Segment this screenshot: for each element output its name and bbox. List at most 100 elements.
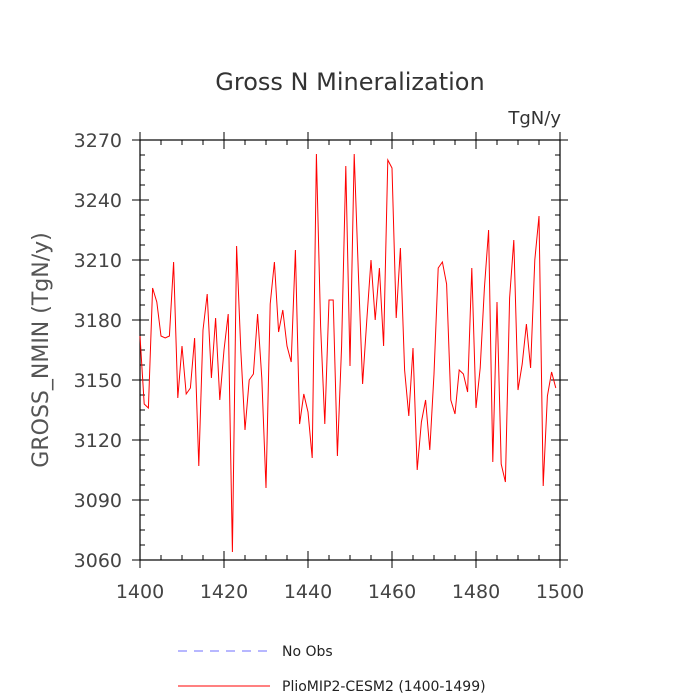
data-point bbox=[379, 267, 380, 268]
data-point bbox=[173, 261, 174, 262]
x-tick-label: 1500 bbox=[536, 581, 584, 603]
data-point bbox=[475, 407, 476, 408]
x-tick-label: 1460 bbox=[368, 581, 416, 603]
y-tick-label: 3090 bbox=[74, 490, 122, 512]
data-point bbox=[522, 363, 523, 364]
data-point bbox=[454, 413, 455, 414]
data-point bbox=[257, 313, 258, 314]
data-point bbox=[144, 403, 145, 404]
data-point bbox=[219, 399, 220, 400]
data-point bbox=[333, 299, 334, 300]
data-point bbox=[341, 345, 342, 346]
data-point bbox=[438, 267, 439, 268]
data-point bbox=[463, 373, 464, 374]
data-point bbox=[320, 325, 321, 326]
data-point bbox=[530, 367, 531, 368]
y-tick-label: 3270 bbox=[74, 130, 122, 152]
data-point bbox=[538, 215, 539, 216]
data-point bbox=[534, 259, 535, 260]
data-point bbox=[299, 423, 300, 424]
data-point bbox=[517, 389, 518, 390]
data-point bbox=[265, 487, 266, 488]
data-point bbox=[194, 337, 195, 338]
data-point bbox=[240, 349, 241, 350]
data-point bbox=[467, 391, 468, 392]
data-point bbox=[207, 293, 208, 294]
data-point bbox=[181, 345, 182, 346]
data-point bbox=[425, 399, 426, 400]
data-point bbox=[186, 393, 187, 394]
data-point bbox=[505, 481, 506, 482]
data-point bbox=[526, 323, 527, 324]
x-axis-ticks: 1400 1420 1440 1460 1480 1500 bbox=[116, 132, 584, 603]
data-point bbox=[488, 229, 489, 230]
data-point bbox=[547, 395, 548, 396]
y-tick-label: 3210 bbox=[74, 250, 122, 272]
x-tick-label: 1440 bbox=[284, 581, 332, 603]
data-point bbox=[354, 153, 355, 154]
data-point bbox=[551, 371, 552, 372]
series-line bbox=[139, 153, 557, 553]
y-tick-label: 3060 bbox=[74, 550, 122, 572]
data-point bbox=[404, 369, 405, 370]
legend: No Obs PlioMIP2-CESM2 (1400-1499) bbox=[178, 644, 486, 695]
data-point bbox=[249, 379, 250, 380]
data-point bbox=[471, 267, 472, 268]
data-point bbox=[307, 411, 308, 412]
data-point bbox=[484, 287, 485, 288]
data-point bbox=[387, 159, 388, 160]
data-point bbox=[295, 249, 296, 250]
y-axis-ticks: 3060 3090 3120 3150 3180 3210 3240 3270 bbox=[74, 130, 568, 572]
data-point bbox=[450, 399, 451, 400]
data-point bbox=[148, 407, 149, 408]
data-point bbox=[169, 335, 170, 336]
data-point bbox=[316, 153, 317, 154]
x-tick-label: 1480 bbox=[452, 581, 500, 603]
data-point bbox=[366, 319, 367, 320]
data-point bbox=[417, 469, 418, 470]
data-point bbox=[202, 329, 203, 330]
data-point bbox=[433, 373, 434, 374]
data-point bbox=[328, 299, 329, 300]
data-point bbox=[509, 297, 510, 298]
data-point bbox=[312, 457, 313, 458]
data-point bbox=[383, 345, 384, 346]
data-point bbox=[152, 287, 153, 288]
data-point bbox=[261, 377, 262, 378]
data-point bbox=[442, 261, 443, 262]
legend-label-pliomip2-cesm2: PlioMIP2-CESM2 (1400-1499) bbox=[282, 679, 486, 695]
data-point bbox=[232, 551, 233, 552]
data-point bbox=[282, 309, 283, 310]
data-point bbox=[270, 303, 271, 304]
data-point bbox=[160, 335, 161, 336]
data-point bbox=[211, 377, 212, 378]
data-point bbox=[286, 345, 287, 346]
data-point bbox=[165, 337, 166, 338]
y-tick-label: 3120 bbox=[74, 430, 122, 452]
data-point bbox=[345, 165, 346, 166]
data-point bbox=[198, 465, 199, 466]
data-point bbox=[496, 301, 497, 302]
data-point bbox=[139, 335, 140, 336]
data-point bbox=[324, 423, 325, 424]
data-point bbox=[459, 369, 460, 370]
legend-label-no-obs: No Obs bbox=[282, 644, 333, 660]
data-point bbox=[412, 347, 413, 348]
y-tick-label: 3240 bbox=[74, 190, 122, 212]
series-layer bbox=[139, 153, 557, 553]
data-point bbox=[215, 317, 216, 318]
data-point bbox=[278, 331, 279, 332]
data-point bbox=[501, 463, 502, 464]
data-point bbox=[375, 319, 376, 320]
data-point bbox=[421, 421, 422, 422]
data-point bbox=[156, 301, 157, 302]
data-point bbox=[291, 361, 292, 362]
data-point bbox=[253, 373, 254, 374]
data-point bbox=[446, 283, 447, 284]
data-point bbox=[408, 415, 409, 416]
data-point bbox=[349, 365, 350, 366]
data-point bbox=[228, 313, 229, 314]
data-point bbox=[400, 247, 401, 248]
x-tick-label: 1420 bbox=[200, 581, 248, 603]
